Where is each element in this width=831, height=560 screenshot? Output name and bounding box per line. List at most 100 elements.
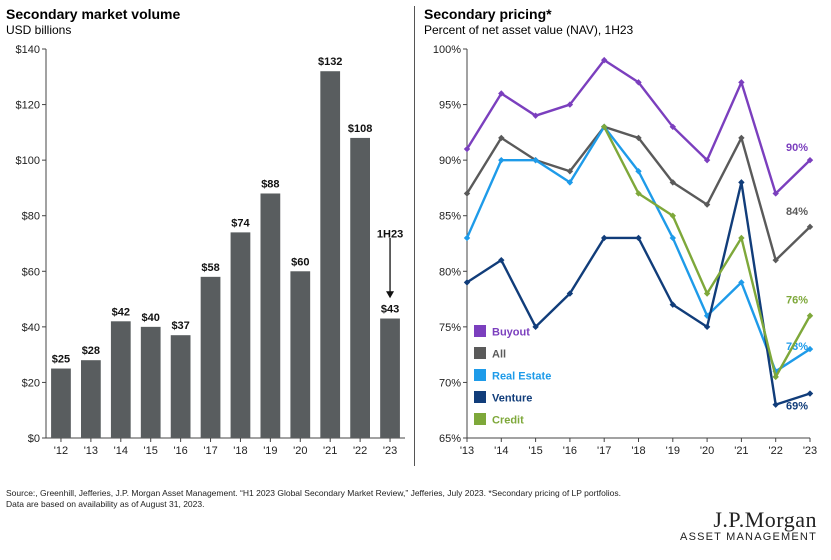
x-tick-label: '21 [734, 445, 748, 457]
real-estate-point [566, 179, 574, 186]
bar [350, 137, 370, 438]
venture-point [738, 179, 745, 186]
real-estate-point [738, 279, 745, 286]
venture-point [498, 256, 505, 264]
x-tick-label: '17 [597, 445, 611, 457]
y-tick-label: 85% [439, 211, 461, 223]
x-tick-label: '16 [173, 445, 187, 457]
x-tick-label: '19 [666, 445, 680, 457]
x-tick-label: '18 [233, 445, 247, 457]
y-tick-label: $80 [22, 211, 40, 223]
x-tick-label: '15 [144, 445, 158, 457]
buyout-end-label: 90% [786, 142, 808, 154]
panel-divider [414, 6, 415, 466]
bar-value-label: $60 [291, 256, 309, 268]
y-tick-label: $100 [16, 155, 40, 167]
venture-point [566, 290, 574, 297]
bar [320, 71, 341, 438]
x-tick-label: '12 [54, 445, 68, 457]
x-tick-label: '22 [769, 445, 783, 457]
annotation-arrow-head [386, 291, 395, 299]
venture-point [635, 234, 642, 242]
bar [260, 193, 281, 438]
pricing-chart-title: Secondary pricing* [424, 6, 552, 22]
bar-value-label: $58 [201, 262, 219, 274]
brand-subtitle: ASSET MANAGEMENT [680, 531, 817, 543]
volume-chart-subtitle: USD billions [6, 23, 72, 37]
credit-point [669, 212, 676, 219]
bar-value-label: $88 [261, 178, 279, 190]
y-tick-label: 70% [439, 377, 461, 389]
buyout-point [738, 79, 745, 86]
legend-swatch-all [474, 347, 486, 359]
bar [200, 276, 221, 438]
legend-swatch-buyout [474, 325, 486, 337]
x-tick-label: '14 [494, 445, 508, 457]
bar [380, 318, 400, 438]
y-tick-label: 80% [439, 266, 461, 278]
real-estate-point [635, 168, 642, 175]
real-estate-point [463, 234, 471, 242]
legend-label-credit: Credit [492, 415, 524, 427]
source-footnote: Source:, Greenhill, Jefferies, J.P. Morg… [6, 488, 766, 510]
venture-point [601, 234, 608, 242]
legend-swatch-credit [474, 413, 486, 425]
legend-swatch-real-estate [474, 369, 486, 381]
real-estate-point [669, 234, 676, 242]
legend-label-buyout: Buyout [492, 327, 530, 339]
all-point [463, 190, 471, 197]
venture-point [703, 323, 711, 331]
all-point [703, 201, 711, 208]
x-tick-label: '17 [203, 445, 217, 457]
credit-point [601, 123, 608, 130]
y-tick-label: $60 [22, 266, 40, 278]
y-tick-label: $40 [22, 322, 40, 334]
credit-line [603, 126, 812, 379]
buyout-point [532, 112, 539, 119]
buyout-point [806, 156, 814, 164]
bar [110, 321, 131, 438]
bar-value-label: $74 [231, 217, 250, 229]
x-tick-label: '19 [263, 445, 277, 457]
bar-value-label: $108 [348, 123, 372, 135]
all-point [498, 134, 505, 142]
x-tick-label: '22 [353, 445, 367, 457]
y-tick-label: 75% [439, 322, 461, 334]
buyout-point [669, 123, 676, 130]
credit-point [703, 290, 711, 297]
y-tick-label: $0 [28, 433, 40, 445]
x-tick-label: '21 [323, 445, 337, 457]
legend-label-real-estate: Real Estate [492, 371, 551, 383]
venture-point [463, 279, 471, 286]
pricing-chart-subtitle: Percent of net asset value (NAV), 1H23 [424, 23, 634, 37]
all-point [806, 223, 814, 231]
bar-value-label: $28 [82, 345, 100, 357]
all-point [738, 134, 745, 142]
venture-point [669, 301, 676, 308]
bar [140, 326, 161, 438]
x-tick-label: '16 [563, 445, 577, 457]
all-point [566, 168, 574, 175]
bar-value-label: $132 [318, 56, 342, 68]
legend-swatch-venture [474, 391, 486, 403]
y-tick-label: 90% [439, 155, 461, 167]
x-tick-label: '23 [383, 445, 397, 457]
x-tick-label: '18 [631, 445, 645, 457]
venture-point [806, 390, 814, 397]
bar-value-label: $40 [142, 312, 160, 324]
buyout-point [498, 90, 505, 97]
buyout-point [703, 156, 711, 164]
bar [290, 271, 311, 438]
annotation-1h23: 1H23 [377, 228, 403, 240]
credit-end-label: 76% [786, 295, 808, 307]
real-estate-point [532, 156, 539, 164]
jpmorgan-logo: J.P.Morgan ASSET MANAGEMENT [680, 507, 817, 543]
volume-chart-title: Secondary market volume [6, 6, 181, 22]
real-estate-point [498, 156, 505, 164]
real-estate-point [806, 345, 814, 353]
venture-point [772, 401, 779, 408]
y-tick-label: $140 [16, 44, 40, 56]
x-tick-label: '23 [803, 445, 817, 457]
footnote-line-2: Data are based on availability as of Aug… [6, 499, 205, 509]
x-tick-label: '15 [528, 445, 542, 457]
